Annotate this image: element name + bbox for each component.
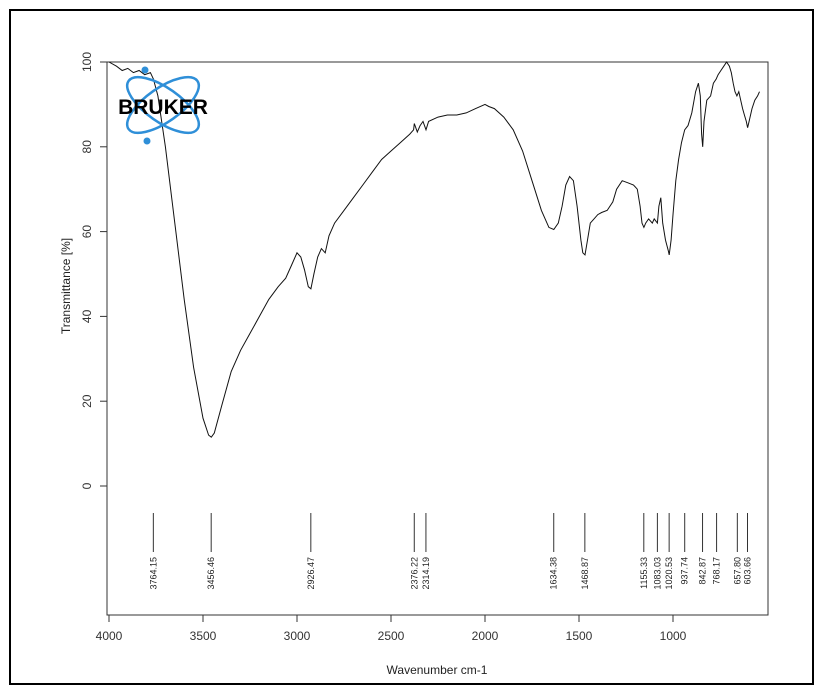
y-tick-label: 0 [80,482,94,489]
peak-markers: 3764.15 3456.46 2926.47 2376.22 2314.19 1634.… [148,513,753,590]
logo-text: BRUKER [118,96,208,119]
spectrum-line [108,61,760,438]
y-tick-label: 20 [80,394,94,408]
peak-label: 1155.33 [639,557,649,589]
peak-label: 768.17 [712,557,722,585]
y-tick-label: 60 [80,225,94,239]
peak-label: 3456.46 [206,557,216,590]
peak-label: 657.80 [732,557,742,585]
peak-label: 842.87 [698,557,708,585]
y-tick-label: 40 [80,309,94,323]
plot-area [106,61,769,616]
x-tick-label: 3500 [190,629,217,643]
peak-label: 2926.47 [306,557,316,590]
plot-frame [9,9,814,685]
peak-label: 1468.87 [580,557,590,590]
peak-label: 603.66 [743,557,753,585]
y-axis-title: Transmittance [%] [59,238,73,334]
y-tick-label: 80 [80,140,94,154]
logo-orbit-2 [125,75,201,135]
y-axis: 0 20 40 60 80 100 [80,52,107,489]
x-axis-title: Wavenumber cm-1 [387,663,488,677]
x-tick-label: 3000 [284,629,311,643]
logo-orbit-1 [125,75,201,135]
bruker-logo: BRUKER [118,66,208,145]
x-tick-label: 2500 [378,629,405,643]
peak-label: 1020.53 [664,557,674,590]
x-tick-label: 1000 [660,629,687,643]
peak-label: 1083.03 [652,557,662,590]
logo-electron-1 [141,66,149,74]
x-axis: 4000 3500 3000 2500 2000 1500 1000 [96,615,687,643]
peak-label: 937.74 [680,557,690,585]
peak-label: 2314.19 [421,557,431,590]
x-tick-label: 1500 [566,629,593,643]
x-tick-label: 2000 [472,629,499,643]
logo-electron-2 [143,137,151,145]
peak-label: 1634.38 [549,557,559,590]
x-tick-label: 4000 [96,629,123,643]
y-tick-label: 100 [80,52,94,72]
peak-label: 2376.22 [409,557,419,590]
peak-label: 3764.15 [148,557,158,590]
